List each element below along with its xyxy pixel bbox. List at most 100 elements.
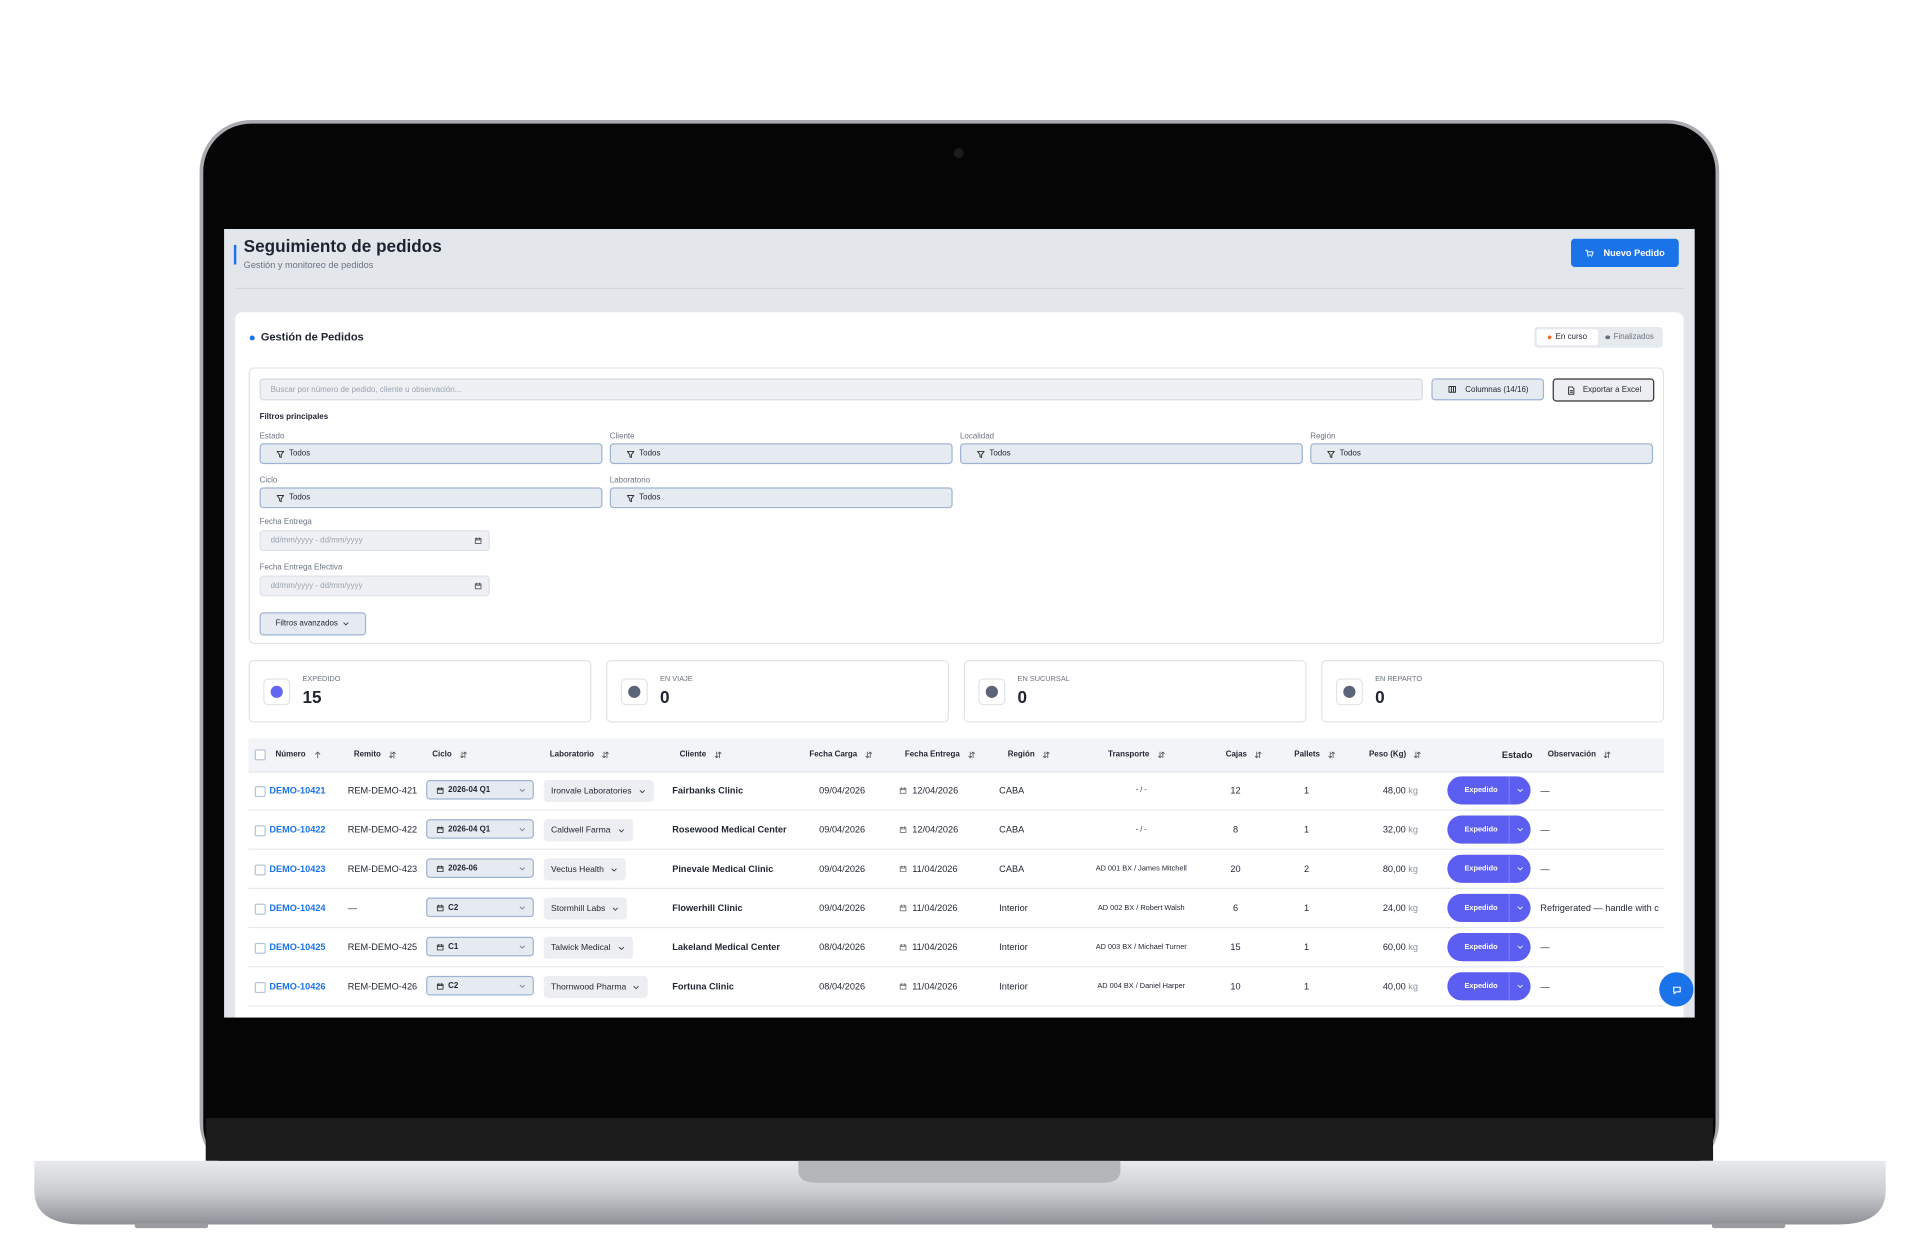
row-checkbox[interactable] (254, 903, 266, 915)
table-cell: 1 (1303, 902, 1310, 914)
icon-filter (1327, 450, 1335, 458)
table-cell: Lakeland Medical Center (672, 941, 780, 953)
cycle-select[interactable]: 2026-04 Q1 (426, 819, 534, 839)
weight-unit: kg (1408, 863, 1418, 875)
status-select[interactable]: Expedido (1447, 972, 1531, 1001)
stat-label: EXPEDIDO (302, 675, 341, 684)
weight-unit: kg (1408, 784, 1418, 796)
column-header[interactable]: Número (276, 738, 322, 771)
status-value: Expedido (1464, 943, 1498, 951)
export-button[interactable]: Exportar a Excel (1552, 378, 1655, 402)
icon-chev (1517, 867, 1523, 871)
order-link[interactable]: DEMO-10424 (269, 902, 326, 914)
order-link[interactable]: DEMO-10421 (269, 784, 326, 796)
chat-button[interactable] (1659, 972, 1694, 1007)
status-tab[interactable]: Finalizados (1599, 329, 1660, 345)
status-select[interactable]: Expedido (1447, 933, 1531, 962)
order-link[interactable]: DEMO-10422 (269, 824, 326, 836)
cycle-select[interactable]: 2026-06 (426, 858, 534, 878)
tab-label: En curso (1555, 333, 1588, 342)
filter-value: Todos (1339, 449, 1361, 458)
order-link[interactable]: DEMO-10426 (269, 980, 326, 992)
order-link[interactable]: DEMO-10425 (269, 941, 326, 953)
cycle-select[interactable]: C1 (426, 936, 534, 957)
row-checkbox[interactable] (254, 825, 266, 837)
lab-select[interactable]: Caldwell Farma (543, 819, 633, 842)
table-cell: 80,00 kg (1344, 850, 1418, 888)
column-header[interactable]: Peso (Kg) (1369, 738, 1422, 771)
column-header[interactable]: Ciclo (432, 738, 467, 771)
status-divider (1508, 854, 1510, 883)
row-checkbox[interactable] (254, 864, 266, 876)
column-header[interactable]: Cajas (1226, 738, 1263, 771)
status-select[interactable]: Expedido (1447, 854, 1531, 883)
row-checkbox[interactable] (254, 982, 266, 994)
column-header[interactable]: Región (1008, 738, 1051, 771)
filter-select[interactable]: Todos (1310, 443, 1654, 465)
row-checkbox[interactable] (254, 942, 266, 954)
delivery-date: 12/04/2026 (912, 824, 959, 836)
column-header[interactable]: Fecha Carga (809, 738, 873, 771)
column-header: Estado (1474, 738, 1560, 771)
new-order-button[interactable]: Nuevo Pedido (1571, 238, 1679, 267)
cycle-select[interactable]: 2026-04 Q1 (426, 780, 534, 800)
lab-select[interactable]: Vectus Health (543, 858, 626, 881)
filter-select[interactable]: Todos (259, 487, 603, 509)
column-label: Cliente (679, 750, 707, 760)
date-range-input[interactable]: dd/mm/yyyy - dd/mm/yyyy (259, 530, 490, 552)
filter-select[interactable]: Todos (259, 443, 603, 465)
lab-select[interactable]: Stormhill Labs (543, 897, 628, 920)
status-select[interactable]: Expedido (1447, 815, 1531, 844)
icon-chev (1517, 828, 1523, 832)
date-label: Fecha Entrega (259, 517, 312, 527)
column-header[interactable]: Transporte (1108, 738, 1165, 771)
status-select[interactable]: Expedido (1447, 893, 1531, 923)
search-placeholder: Buscar por número de pedido, cliente u o… (270, 385, 462, 395)
icon-cal (436, 943, 444, 950)
advanced-filters-button[interactable]: Filtros avanzados (259, 612, 367, 636)
cycle-select[interactable]: C2 (426, 975, 534, 996)
icon-chev (519, 866, 525, 870)
lab-select[interactable]: Ironvale Laboratories (543, 780, 654, 803)
cycle-select[interactable]: C2 (426, 897, 534, 918)
icon-chev (613, 907, 619, 911)
lab-select[interactable]: Thornwood Pharma (543, 975, 649, 998)
table-cell: AD 001 BX / James Mitchell (1095, 865, 1187, 873)
lab-select[interactable]: Talwick Medical (543, 936, 633, 959)
status-divider (1508, 933, 1510, 962)
column-label: Número (275, 750, 306, 760)
column-header[interactable]: Pallets (1294, 738, 1336, 771)
stat-value: 15 (302, 686, 322, 707)
icon-cal (474, 582, 482, 590)
row-checkbox[interactable] (254, 786, 266, 798)
delivery-date: 11/04/2026 (912, 863, 958, 875)
new-order-label: Nuevo Pedido (1603, 247, 1665, 259)
bezel-bottom (205, 1117, 1714, 1161)
filter-select[interactable]: Todos (609, 443, 953, 465)
filter-select[interactable]: Todos (960, 443, 1303, 465)
status-select[interactable]: Expedido (1447, 776, 1531, 805)
status-value: Expedido (1464, 865, 1498, 873)
table-cell: 1 (1303, 941, 1310, 953)
icon-filter (276, 450, 285, 458)
lab-value: Ironvale Laboratories (551, 786, 632, 796)
row-checkbox[interactable] (254, 749, 266, 761)
column-header[interactable]: Observación (1548, 738, 1612, 771)
weight-value: 80,00 (1382, 863, 1406, 875)
table-cell: 20 (1230, 863, 1241, 875)
status-tab[interactable]: En curso (1536, 329, 1598, 346)
date-placeholder: dd/mm/yyyy - dd/mm/yyyy (270, 536, 363, 545)
order-link[interactable]: DEMO-10423 (269, 863, 326, 875)
column-label: Laboratorio (549, 750, 595, 760)
filter-select[interactable]: Todos (609, 487, 953, 509)
icon-sort (1604, 751, 1611, 759)
column-header[interactable]: Fecha Entrega (905, 738, 976, 771)
columns-button[interactable]: Columnas (14/16) (1431, 378, 1545, 401)
column-header[interactable]: Laboratorio (550, 738, 610, 771)
column-header[interactable]: Remito (354, 738, 397, 771)
date-range-input[interactable]: dd/mm/yyyy - dd/mm/yyyy (259, 575, 490, 597)
column-label: Estado (1501, 749, 1533, 761)
column-header[interactable]: Cliente (680, 738, 722, 771)
column-label: Fecha Carga (809, 750, 858, 760)
search-input[interactable]: Buscar por número de pedido, cliente u o… (259, 378, 1423, 401)
